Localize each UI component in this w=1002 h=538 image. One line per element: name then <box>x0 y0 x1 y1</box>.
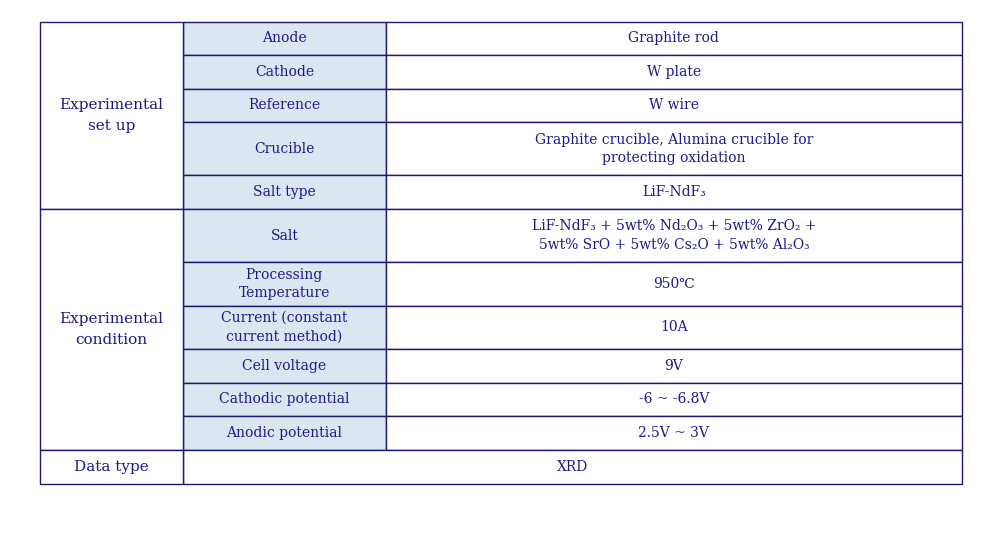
Text: Cathodic potential: Cathodic potential <box>219 392 350 406</box>
Text: Current (constant
current method): Current (constant current method) <box>221 311 348 344</box>
Bar <box>40 22 183 209</box>
Text: Anodic potential: Anodic potential <box>226 426 343 440</box>
Text: 10A: 10A <box>660 320 687 334</box>
Text: XRD: XRD <box>557 460 588 474</box>
Text: Cell voltage: Cell voltage <box>242 359 327 373</box>
Bar <box>386 349 962 383</box>
Text: 950℃: 950℃ <box>653 277 694 291</box>
Bar <box>40 209 183 450</box>
Text: Processing
Temperature: Processing Temperature <box>238 268 330 300</box>
Bar <box>183 450 962 484</box>
Text: Graphite crucible, Alumina crucible for
protecting oxidation: Graphite crucible, Alumina crucible for … <box>535 132 813 165</box>
Text: LiF-NdF₃: LiF-NdF₃ <box>642 185 705 199</box>
Bar <box>183 349 386 383</box>
Bar <box>183 383 386 416</box>
Text: Experimental
condition: Experimental condition <box>59 312 163 346</box>
Text: Cathode: Cathode <box>255 65 314 79</box>
Text: W plate: W plate <box>646 65 701 79</box>
Text: Salt: Salt <box>271 229 299 243</box>
Bar <box>183 122 386 175</box>
Bar <box>386 122 962 175</box>
Bar <box>40 450 183 484</box>
Text: Data type: Data type <box>74 460 149 474</box>
Bar <box>183 89 386 122</box>
Bar <box>386 175 962 209</box>
Bar <box>183 416 386 450</box>
Bar <box>386 209 962 262</box>
Text: Anode: Anode <box>263 31 307 45</box>
Text: W wire: W wire <box>649 98 698 112</box>
Bar <box>183 175 386 209</box>
Bar <box>183 209 386 262</box>
Bar <box>183 262 386 306</box>
Bar <box>183 55 386 89</box>
Text: Reference: Reference <box>248 98 321 112</box>
Bar <box>386 416 962 450</box>
Text: -6 ~ -6.8V: -6 ~ -6.8V <box>638 392 709 406</box>
Bar <box>183 22 386 55</box>
Bar <box>386 22 962 55</box>
Bar <box>183 306 386 349</box>
Text: Experimental
set up: Experimental set up <box>59 98 163 132</box>
Bar <box>386 55 962 89</box>
Bar <box>386 89 962 122</box>
Text: Salt type: Salt type <box>253 185 316 199</box>
Text: 9V: 9V <box>664 359 683 373</box>
Bar <box>386 262 962 306</box>
Text: 2.5V ~ 3V: 2.5V ~ 3V <box>638 426 709 440</box>
Text: LiF-NdF₃ + 5wt% Nd₂O₃ + 5wt% ZrO₂ +
5wt% SrO + 5wt% Cs₂O + 5wt% Al₂O₃: LiF-NdF₃ + 5wt% Nd₂O₃ + 5wt% ZrO₂ + 5wt%… <box>532 220 816 252</box>
Text: Crucible: Crucible <box>255 142 315 156</box>
Bar <box>386 306 962 349</box>
Text: Graphite rod: Graphite rod <box>628 31 719 45</box>
Bar <box>386 383 962 416</box>
